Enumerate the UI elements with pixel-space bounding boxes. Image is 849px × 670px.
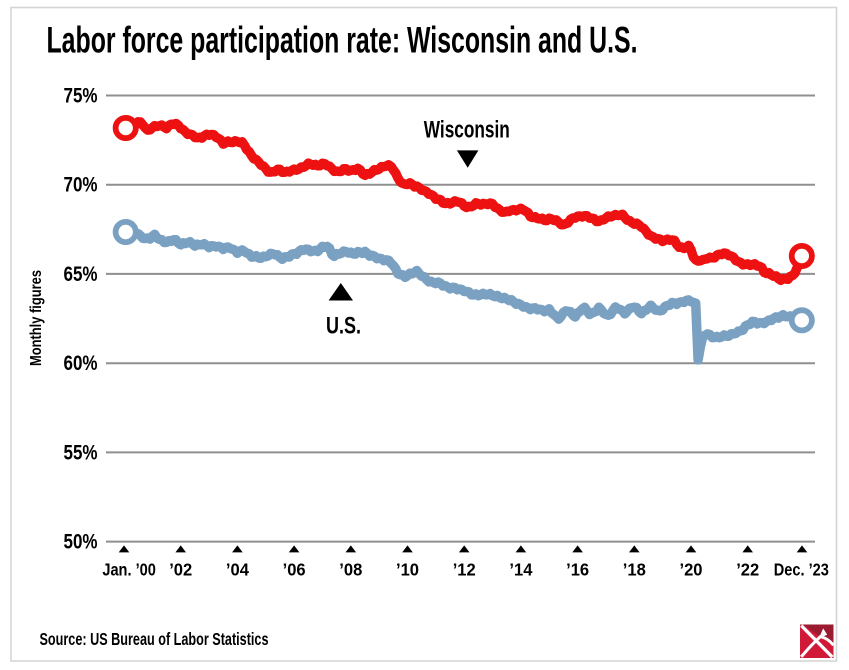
svg-text:’04: ’04 bbox=[226, 560, 249, 580]
svg-text:’20: ’20 bbox=[680, 560, 703, 580]
svg-text:50%: 50% bbox=[64, 531, 98, 554]
svg-text:’14: ’14 bbox=[509, 560, 532, 580]
svg-text:Labor force participation rate: Labor force participation rate: Wisconsi… bbox=[47, 20, 638, 61]
svg-text:’10: ’10 bbox=[396, 560, 419, 580]
svg-text:70%: 70% bbox=[64, 174, 98, 197]
svg-text:Monthly figures: Monthly figures bbox=[28, 270, 45, 366]
svg-text:Wisconsin: Wisconsin bbox=[424, 117, 510, 144]
svg-text:’16: ’16 bbox=[566, 560, 589, 580]
svg-text:’02: ’02 bbox=[169, 560, 192, 580]
svg-text:’12: ’12 bbox=[453, 560, 476, 580]
svg-text:’22: ’22 bbox=[736, 560, 759, 580]
svg-text:60%: 60% bbox=[64, 352, 98, 375]
svg-text:55%: 55% bbox=[64, 441, 98, 464]
svg-text:Dec. ’23: Dec. ’23 bbox=[774, 560, 829, 580]
svg-text:’18: ’18 bbox=[623, 560, 646, 580]
svg-text:Jan. ’00: Jan. ’00 bbox=[102, 560, 156, 580]
svg-text:Source: US Bureau of Labor Sta: Source: US Bureau of Labor Statistics bbox=[40, 629, 269, 649]
svg-text:’06: ’06 bbox=[283, 560, 306, 580]
svg-text:U.S.: U.S. bbox=[326, 313, 361, 340]
svg-text:’08: ’08 bbox=[339, 560, 362, 580]
svg-text:65%: 65% bbox=[64, 263, 98, 286]
svg-text:75%: 75% bbox=[64, 85, 98, 108]
